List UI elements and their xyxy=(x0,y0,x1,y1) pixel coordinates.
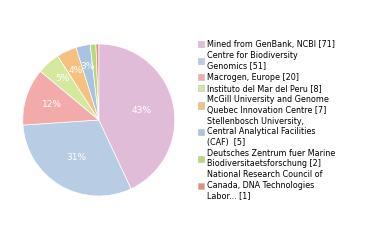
Text: 31%: 31% xyxy=(66,153,87,162)
Text: 5%: 5% xyxy=(55,74,70,84)
Text: 4%: 4% xyxy=(68,66,83,75)
Wedge shape xyxy=(40,56,99,120)
Text: 12%: 12% xyxy=(42,100,62,109)
Wedge shape xyxy=(23,120,131,196)
Wedge shape xyxy=(99,44,175,189)
Wedge shape xyxy=(23,71,99,125)
Text: 3%: 3% xyxy=(80,62,95,71)
Wedge shape xyxy=(90,44,99,120)
Wedge shape xyxy=(96,44,99,120)
Wedge shape xyxy=(76,44,99,120)
Legend: Mined from GenBank, NCBI [71], Centre for Biodiversity
Genomics [51], Macrogen, : Mined from GenBank, NCBI [71], Centre fo… xyxy=(198,40,336,200)
Text: 43%: 43% xyxy=(132,106,152,115)
Wedge shape xyxy=(58,48,99,120)
